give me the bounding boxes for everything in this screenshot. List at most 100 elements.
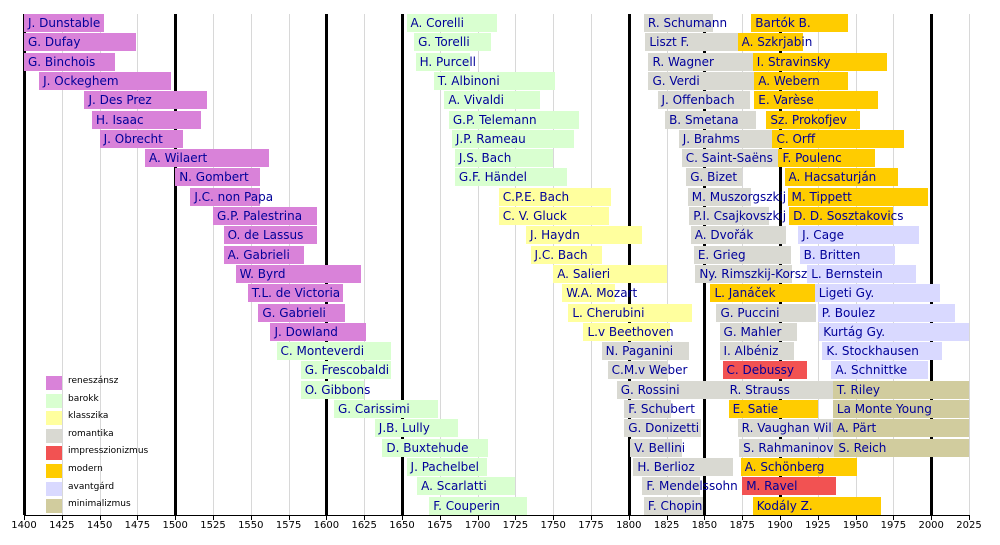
composer-label: Kurtág Gy. [823,324,886,339]
composer-label: J. Obrecht [103,131,163,146]
composer-label: A. Schnittke [835,363,908,378]
grid-line [553,14,555,515]
composer-bar [778,149,876,168]
composer-label: J. Brahms [682,131,740,146]
x-tick-label: 1725 [502,520,529,531]
composer-label: N. Paganini [605,344,674,359]
composer-bar [454,168,567,187]
composer-bar [752,496,882,515]
composer-label: J. Dunstable [28,16,101,30]
composer-bar [633,457,734,476]
grid-line [893,14,895,515]
grid-line [666,14,668,515]
composer-bar [832,380,969,399]
era-boundary-line [779,14,782,515]
composer-label: G. Dufay [28,35,81,50]
composer-bar [24,52,115,71]
grid-line [515,14,517,515]
composer-label: S. Rahmaninov [743,440,834,455]
legend-swatch [46,411,62,426]
composer-label: E. Grieg [697,247,746,262]
composer-bar [382,438,489,457]
x-tick-label: 1400 [11,520,37,531]
era-boundary-line [325,14,329,515]
grid-line [969,14,970,515]
composer-label: J. Haydn [529,228,580,243]
x-tick-label: 1850 [691,520,718,531]
composer-bar [607,361,669,380]
composer-bar [690,226,787,245]
legend-swatch [46,446,62,461]
legend-label: modern [68,463,103,474]
era-boundary-line [23,14,26,515]
composer-bar [728,400,818,418]
composer-bar [799,245,895,264]
x-tick-label: 1750 [540,520,566,531]
era-boundary-line [703,14,707,515]
legend-label: reneszánsz [68,376,119,386]
composer-label: R. Strauss [729,382,790,397]
composer-label: F. Mendelssohn [646,479,738,494]
grid-line [742,14,744,515]
composer-label: O. Gibbons [304,382,371,397]
composer-bar [223,245,304,264]
composer-bar [92,110,201,129]
composer-label: G.P. Palestrina [217,209,303,223]
composer-bar [276,342,392,361]
composer-label: D. D. Sosztakovics [793,209,904,223]
x-tick-label: 1550 [238,520,264,531]
x-tick [288,515,290,520]
composer-bar [39,71,171,90]
composer-bar [822,342,942,361]
x-tick-label: 1450 [86,520,113,531]
x-tick-label: 1800 [616,520,642,531]
x-tick-label: 1600 [313,520,340,531]
composer-label: H. Purcell [419,54,476,69]
x-tick-label: 1650 [389,520,415,531]
x-tick [704,515,706,520]
composer-label: P. Boulez [821,305,875,320]
composer-bar [817,303,956,322]
composer-bar [648,52,755,71]
era-boundary-line [930,14,934,515]
grid-line [855,14,857,515]
composer-bar [247,284,344,303]
composer-label: M. Ravel [746,479,798,494]
composer-bar [807,264,917,283]
composer-bar [223,226,318,245]
composer-bar [24,14,105,32]
legend-label: impresszionizmus [68,446,149,457]
composer-label: C. Orff [776,131,816,146]
composer-bar [530,245,602,264]
composer-label: R. Wagner [652,54,714,69]
composer-bar [725,380,855,399]
legend-label: minimalizmus [68,499,131,510]
composer-bar [300,380,365,399]
composer-label: G. Verdi [652,73,700,88]
x-axis-line [24,515,969,516]
x-tick-label: 1950 [842,520,869,531]
composer-label: L.v Beethoven [587,324,674,339]
composer-label: D. Buxtehude [386,440,469,455]
composer-label: A. Vivaldi [448,93,504,108]
x-tick-label: 2000 [918,520,944,531]
composer-bar [333,400,439,418]
composer-bar [819,322,969,341]
grid-line [477,14,479,515]
composer-label: A. Corelli [410,16,464,30]
x-tick [553,515,555,520]
composer-label: C. Saint-Saëns [685,151,773,166]
grid-line [250,14,252,515]
composer-label: W.A. Mozart [566,286,638,301]
composer-label: I. Stravinsky [756,54,831,69]
composer-bar [719,322,797,341]
composer-bar [832,419,969,438]
composer-label: M. Tippett [791,189,852,204]
composer-bar [190,187,260,206]
x-tick [402,515,403,520]
x-tick-label: 1900 [767,520,793,531]
composer-bar [687,187,752,206]
composer-label: J. Pachelbel [410,459,480,474]
x-tick [61,515,63,520]
composer-label: J.S. Bach [458,151,512,166]
